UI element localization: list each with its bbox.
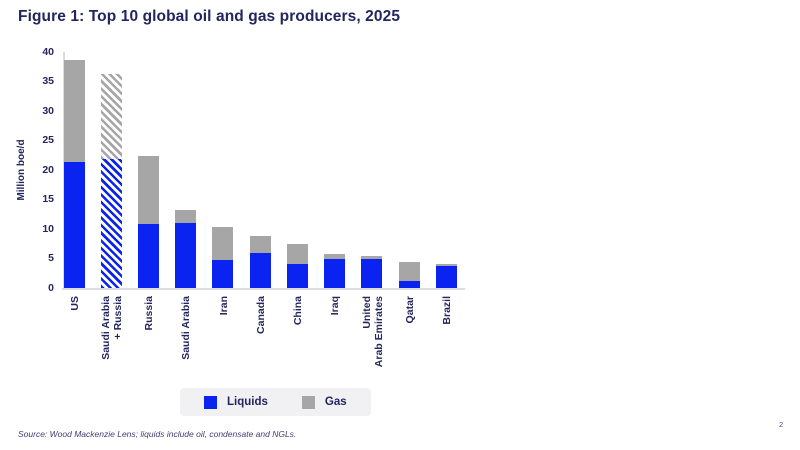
bar-segment-gas-9 — [398, 262, 420, 281]
bar-segment-gas-7 — [324, 254, 346, 260]
x-axis-label-2: Russia — [143, 296, 156, 331]
bar-segment-gas-3 — [175, 209, 197, 224]
y-axis-tick-label-25: 25 — [42, 134, 54, 146]
bar-segment-liquids-6 — [286, 264, 308, 288]
x-axis-line — [62, 288, 465, 290]
y-axis-tick-label-15: 15 — [42, 193, 54, 205]
x-axis-label-10: Brazil — [441, 296, 454, 325]
x-axis-label-0: US — [68, 296, 81, 311]
y-axis-tick-label-5: 5 — [48, 252, 54, 264]
legend: Liquids Gas — [180, 388, 371, 416]
x-axis-label-1: Saudi Arabia + Russia — [100, 296, 124, 360]
x-axis-label-9: Qatar — [403, 296, 416, 324]
x-axis-label-3: Saudi Arabia — [180, 296, 193, 360]
bar-segment-gas-8 — [361, 256, 383, 260]
legend-swatch-liquids — [204, 395, 217, 409]
bar-segment-liquids-7 — [324, 259, 346, 288]
bar-segment-liquids-9 — [398, 280, 420, 288]
page-number: 2 — [779, 420, 784, 429]
bar-segment-liquids-2 — [137, 223, 159, 288]
bar-segment-gas-10 — [435, 264, 457, 267]
x-axis-label-4: Iran — [217, 296, 230, 316]
bar-segment-gas-0 — [63, 59, 85, 162]
source-note: Source: Wood Mackenzie Lens; liquids inc… — [18, 429, 297, 439]
bar-segment-liquids-1 — [100, 158, 122, 288]
bar-segment-liquids-5 — [249, 252, 271, 288]
bar-segment-gas-2 — [137, 156, 159, 224]
legend-swatch-gas — [301, 395, 315, 409]
x-axis-label-7: Iraq — [329, 296, 342, 316]
bar-segment-gas-6 — [286, 244, 308, 265]
y-axis-tick-label-0: 0 — [48, 281, 54, 294]
legend-label-gas: Gas — [324, 396, 347, 408]
y-axis-tick-label-40: 40 — [42, 45, 54, 58]
bar-segment-liquids-8 — [361, 259, 383, 288]
bar-segment-gas-5 — [249, 236, 271, 253]
bar-segment-gas-1 — [100, 74, 122, 159]
legend-label-liquids: Liquids — [227, 396, 268, 408]
bar-segment-gas-4 — [212, 227, 234, 261]
y-axis-tick-label-30: 30 — [42, 104, 54, 117]
bar-segment-liquids-10 — [435, 266, 457, 288]
y-axis-tick-label-20: 20 — [42, 163, 54, 176]
bar-segment-liquids-4 — [212, 260, 234, 288]
bar-segment-liquids-0 — [63, 161, 85, 288]
x-axis-label-8: United Arab Emirates — [360, 296, 385, 368]
x-axis-label-5: Canada — [254, 296, 267, 334]
y-axis-tick-label-35: 35 — [42, 75, 54, 87]
y-axis-tick-label-10: 10 — [42, 222, 54, 235]
bar-segment-liquids-3 — [175, 223, 197, 288]
x-axis-label-6: China — [292, 296, 305, 326]
figure-title: Figure 1: Top 10 global oil and gas prod… — [18, 8, 401, 25]
